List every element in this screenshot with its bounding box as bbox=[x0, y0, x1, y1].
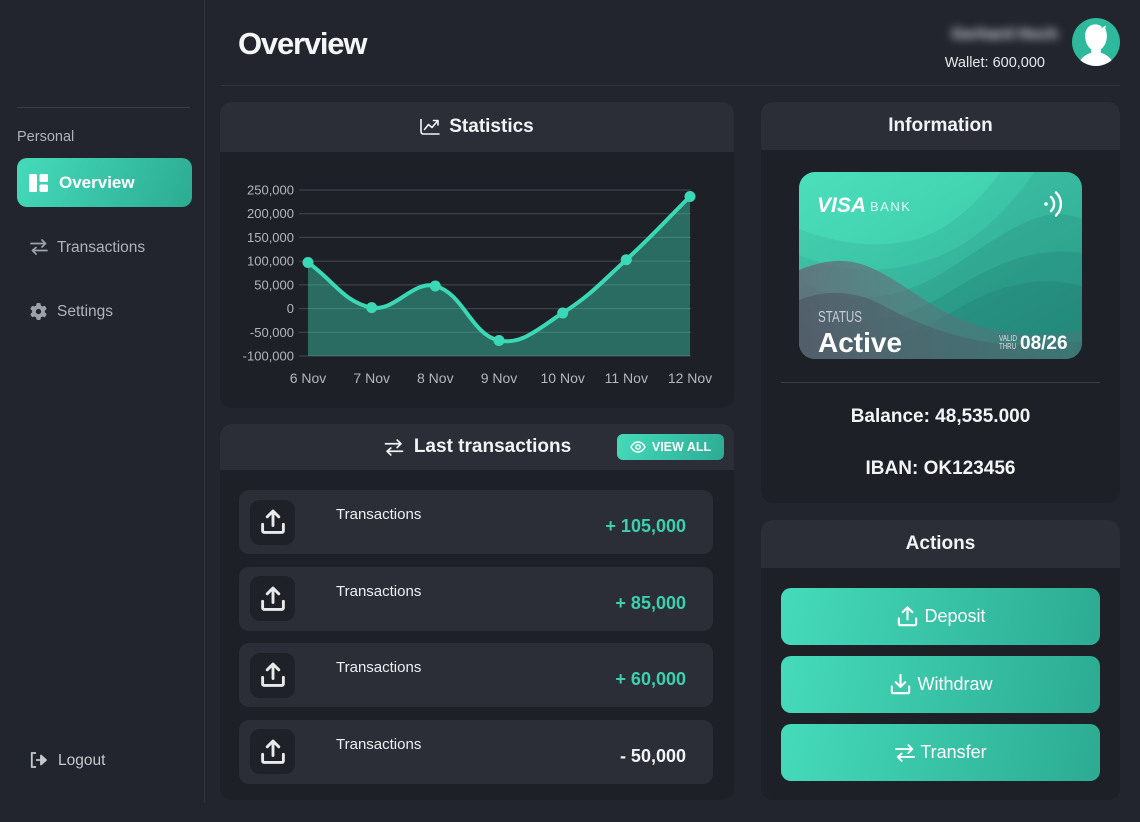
svg-text:100,000: 100,000 bbox=[247, 254, 294, 269]
svg-text:THRU: THRU bbox=[999, 342, 1016, 351]
svg-text:250,000: 250,000 bbox=[247, 183, 294, 198]
svg-text:STATUS: STATUS bbox=[818, 309, 862, 326]
svg-text:8 Nov: 8 Nov bbox=[417, 370, 454, 386]
svg-text:6 Nov: 6 Nov bbox=[290, 370, 327, 386]
svg-text:7 Nov: 7 Nov bbox=[353, 370, 390, 386]
svg-text:10 Nov: 10 Nov bbox=[541, 370, 585, 386]
svg-text:0: 0 bbox=[287, 301, 294, 316]
svg-text:BANK: BANK bbox=[870, 199, 911, 214]
svg-text:VALID: VALID bbox=[999, 334, 1017, 343]
svg-text:-50,000: -50,000 bbox=[250, 325, 294, 340]
svg-text:150,000: 150,000 bbox=[247, 230, 294, 245]
svg-text:12 Nov: 12 Nov bbox=[668, 370, 712, 386]
svg-text:9 Nov: 9 Nov bbox=[481, 370, 518, 386]
svg-text:50,000: 50,000 bbox=[254, 277, 294, 292]
svg-text:Active: Active bbox=[818, 327, 902, 358]
svg-text:11 Nov: 11 Nov bbox=[605, 370, 648, 386]
svg-text:08/26: 08/26 bbox=[1020, 333, 1068, 354]
svg-text:-100,000: -100,000 bbox=[243, 349, 294, 364]
svg-text:200,000: 200,000 bbox=[247, 206, 294, 221]
svg-text:VISA: VISA bbox=[817, 194, 866, 217]
